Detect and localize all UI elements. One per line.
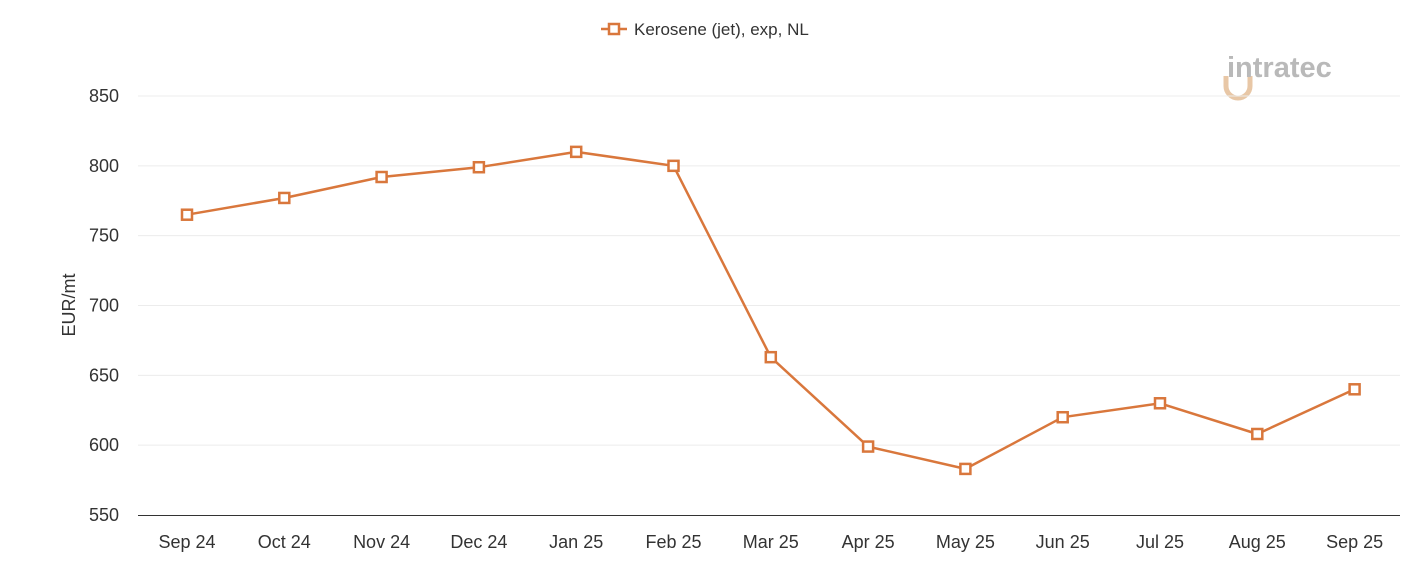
data-point-marker — [764, 350, 778, 364]
series-line — [186, 150, 1356, 471]
y-axis-ticks: 550 600 650 700 750 800 850 — [89, 86, 119, 525]
x-tick-label: Nov 24 — [353, 532, 410, 552]
x-tick-label: Jun 25 — [1036, 532, 1090, 552]
legend: Kerosene (jet), exp, NL — [601, 20, 809, 39]
y-tick-label: 650 — [89, 365, 119, 385]
data-point-marker — [1348, 383, 1361, 396]
x-tick-label: Mar 25 — [743, 532, 799, 552]
data-point-marker — [959, 462, 972, 476]
y-tick-label: 800 — [89, 156, 119, 176]
x-tick-label: Jul 25 — [1136, 532, 1184, 552]
x-tick-label: Aug 25 — [1229, 532, 1286, 552]
x-tick-label: Sep 24 — [158, 532, 215, 552]
intratec-logo: intratec — [1223, 52, 1332, 101]
x-tick-label: Dec 24 — [450, 532, 507, 552]
data-point-marker — [1153, 397, 1167, 410]
legend-marker-symbol — [607, 22, 621, 36]
y-tick-label: 700 — [89, 296, 119, 316]
x-tick-label: Oct 24 — [258, 532, 311, 552]
x-tick-label: May 25 — [936, 532, 995, 552]
y-tick-label: 850 — [89, 86, 119, 106]
x-axis-ticks: Sep 24 Oct 24 Nov 24 Dec 24 Jan 25 Feb 25 Mar … — [158, 532, 1383, 552]
data-point-marker — [861, 440, 875, 453]
data-point-marker — [180, 208, 194, 221]
logo-text: intratec — [1227, 52, 1332, 84]
x-tick-label: Feb 25 — [645, 532, 701, 552]
y-tick-label: 750 — [89, 226, 119, 246]
x-tick-label: Jan 25 — [549, 532, 603, 552]
series-kerosene — [180, 145, 1361, 476]
y-tick-label: 600 — [89, 435, 119, 455]
logo-mark-icon — [1223, 76, 1253, 101]
data-point-marker — [278, 191, 291, 205]
x-tick-label: Sep 25 — [1326, 532, 1383, 552]
x-tick-label: Apr 25 — [842, 532, 895, 552]
data-point-marker — [472, 160, 486, 174]
y-axis-title: EUR/mt — [59, 274, 79, 337]
legend-label: Kerosene (jet), exp, NL — [634, 20, 809, 39]
data-point-marker — [375, 170, 388, 184]
data-point-marker — [1251, 427, 1264, 441]
gridlines — [138, 95, 1400, 446]
data-point-marker — [667, 159, 680, 173]
data-point-marker — [1056, 410, 1069, 424]
data-point-marker — [569, 145, 583, 159]
y-tick-label: 550 — [89, 505, 119, 525]
